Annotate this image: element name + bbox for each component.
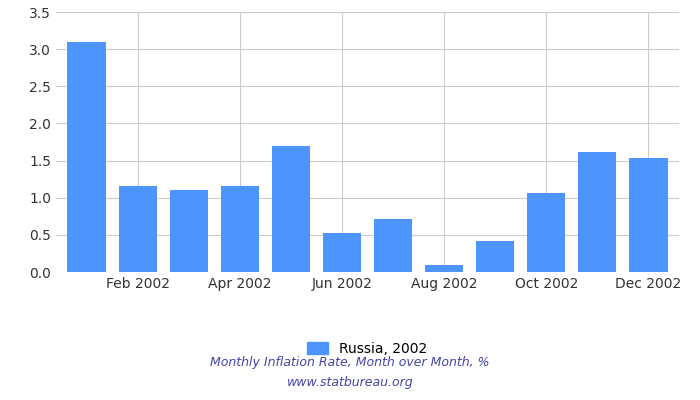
Bar: [578, 152, 617, 272]
Legend: Russia, 2002: Russia, 2002: [302, 336, 433, 361]
Bar: [374, 218, 412, 272]
Bar: [169, 190, 208, 272]
Bar: [476, 241, 514, 272]
Bar: [425, 265, 463, 272]
Bar: [527, 192, 566, 272]
Bar: [220, 186, 259, 272]
Bar: [67, 42, 106, 272]
Bar: [118, 186, 157, 272]
Text: www.statbureau.org: www.statbureau.org: [287, 376, 413, 389]
Bar: [629, 158, 668, 272]
Bar: [272, 146, 310, 272]
Bar: [323, 233, 361, 272]
Text: Monthly Inflation Rate, Month over Month, %: Monthly Inflation Rate, Month over Month…: [210, 356, 490, 369]
